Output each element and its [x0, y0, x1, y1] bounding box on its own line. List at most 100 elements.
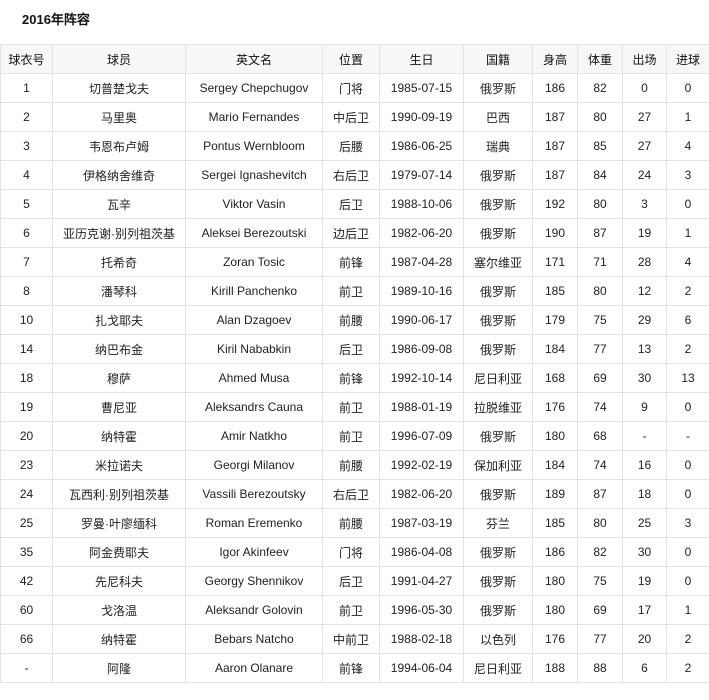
- cell-player: 穆萨: [52, 363, 186, 393]
- table-row: 14 纳巴布金 Kiril Nababkin 后卫 1986-09-08 俄罗斯 184 77…: [0, 334, 709, 364]
- cell-player: 潘琴科: [52, 276, 186, 306]
- cell-height: 184: [532, 450, 578, 480]
- cell-nationality: 俄罗斯: [463, 276, 533, 306]
- cell-nationality: 俄罗斯: [463, 160, 533, 190]
- cell-player: 马里奥: [52, 102, 186, 132]
- cell-goals: 1: [666, 218, 709, 248]
- cell-appearances: 20: [622, 624, 667, 654]
- cell-position: 前锋: [322, 653, 380, 683]
- cell-number: 4: [0, 160, 53, 190]
- cell-appearances: 29: [622, 305, 667, 335]
- cell-position: 后卫: [322, 334, 380, 364]
- cell-weight: 87: [577, 479, 623, 509]
- cell-english-name: Georgi Milanov: [185, 450, 323, 480]
- cell-nationality: 俄罗斯: [463, 189, 533, 219]
- cell-height: 186: [532, 73, 578, 103]
- cell-english-name: Ahmed Musa: [185, 363, 323, 393]
- cell-position: 前卫: [322, 421, 380, 451]
- table-row: 3 韦恩布卢姆 Pontus Wernbloom 后腰 1986-06-25 瑞典 187 8…: [0, 131, 709, 161]
- cell-number: 8: [0, 276, 53, 306]
- cell-appearances: 6: [622, 653, 667, 683]
- cell-appearances: 3: [622, 189, 667, 219]
- cell-weight: 77: [577, 334, 623, 364]
- cell-weight: 82: [577, 537, 623, 567]
- cell-weight: 75: [577, 566, 623, 596]
- cell-english-name: Aleksandr Golovin: [185, 595, 323, 625]
- cell-position: 中后卫: [322, 102, 380, 132]
- cell-nationality: 保加利亚: [463, 450, 533, 480]
- cell-english-name: Roman Eremenko: [185, 508, 323, 538]
- cell-birthday: 1996-07-09: [379, 421, 464, 451]
- table-row: 25 罗曼·叶廖缅科 Roman Eremenko 前腰 1987-03-19 芬兰 185…: [0, 508, 709, 538]
- table-row: 24 瓦西利·别列祖茨基 Vassili Berezoutsky 右后卫 1982-06…: [0, 479, 709, 509]
- header-birthday: 生日: [379, 44, 464, 74]
- cell-nationality: 尼日利亚: [463, 653, 533, 683]
- section-title: 2016年阵容: [22, 12, 90, 27]
- cell-birthday: 1988-10-06: [379, 189, 464, 219]
- table-row: 23 米拉诺夫 Georgi Milanov 前腰 1992-02-19 保加利亚 184 7…: [0, 450, 709, 480]
- cell-position: 后腰: [322, 131, 380, 161]
- cell-appearances: 12: [622, 276, 667, 306]
- cell-goals: 0: [666, 537, 709, 567]
- cell-goals: 0: [666, 189, 709, 219]
- cell-english-name: Sergei Ignashevitch: [185, 160, 323, 190]
- cell-birthday: 1988-02-18: [379, 624, 464, 654]
- cell-number: 14: [0, 334, 53, 364]
- cell-player: 托希奇: [52, 247, 186, 277]
- cell-height: 186: [532, 537, 578, 567]
- cell-position: 边后卫: [322, 218, 380, 248]
- cell-goals: 2: [666, 334, 709, 364]
- cell-birthday: 1989-10-16: [379, 276, 464, 306]
- cell-number: 5: [0, 189, 53, 219]
- cell-goals: 2: [666, 276, 709, 306]
- cell-appearances: 0: [622, 73, 667, 103]
- table-row: 18 穆萨 Ahmed Musa 前锋 1992-10-14 尼日利亚 168 69 30 13: [0, 363, 709, 393]
- table-row: 6 亚历克谢·别列祖茨基 Aleksei Berezoutski 边后卫 1982-06…: [0, 218, 709, 248]
- cell-height: 189: [532, 479, 578, 509]
- cell-nationality: 以色列: [463, 624, 533, 654]
- cell-english-name: Pontus Wernbloom: [185, 131, 323, 161]
- cell-goals: 1: [666, 595, 709, 625]
- cell-weight: 80: [577, 189, 623, 219]
- cell-appearances: 27: [622, 131, 667, 161]
- table-row: 66 纳特霍 Bebars Natcho 中前卫 1988-02-18 以色列 176 77 2…: [0, 624, 709, 654]
- cell-goals: 4: [666, 247, 709, 277]
- cell-player: 亚历克谢·别列祖茨基: [52, 218, 186, 248]
- header-player: 球员: [52, 44, 186, 74]
- cell-number: 42: [0, 566, 53, 596]
- cell-english-name: Georgy Shennikov: [185, 566, 323, 596]
- cell-goals: 3: [666, 160, 709, 190]
- cell-player: 先尼科夫: [52, 566, 186, 596]
- cell-weight: 68: [577, 421, 623, 451]
- cell-height: 187: [532, 160, 578, 190]
- cell-height: 188: [532, 653, 578, 683]
- cell-appearances: 25: [622, 508, 667, 538]
- cell-goals: 4: [666, 131, 709, 161]
- cell-number: 6: [0, 218, 53, 248]
- cell-weight: 69: [577, 363, 623, 393]
- cell-position: 后卫: [322, 189, 380, 219]
- cell-weight: 71: [577, 247, 623, 277]
- table-row: 42 先尼科夫 Georgy Shennikov 后卫 1991-04-27 俄罗斯 180…: [0, 566, 709, 596]
- cell-appearances: 13: [622, 334, 667, 364]
- cell-number: 1: [0, 73, 53, 103]
- cell-nationality: 俄罗斯: [463, 334, 533, 364]
- cell-english-name: Aleksandrs Cauna: [185, 392, 323, 422]
- table-row: 4 伊格纳舍维奇 Sergei Ignashevitch 右后卫 1979-07-14 俄…: [0, 160, 709, 190]
- cell-number: 2: [0, 102, 53, 132]
- cell-player: 韦恩布卢姆: [52, 131, 186, 161]
- cell-nationality: 俄罗斯: [463, 566, 533, 596]
- cell-position: 中前卫: [322, 624, 380, 654]
- cell-english-name: Zoran Tosic: [185, 247, 323, 277]
- cell-position: 后卫: [322, 566, 380, 596]
- cell-nationality: 巴西: [463, 102, 533, 132]
- cell-weight: 80: [577, 508, 623, 538]
- cell-goals: 0: [666, 450, 709, 480]
- table-row: 20 纳特霍 Amir Natkho 前卫 1996-07-09 俄罗斯 180 68- -: [0, 421, 709, 451]
- cell-height: 176: [532, 392, 578, 422]
- cell-goals: -: [666, 421, 709, 451]
- cell-appearances: 19: [622, 218, 667, 248]
- cell-position: 右后卫: [322, 160, 380, 190]
- cell-nationality: 俄罗斯: [463, 421, 533, 451]
- cell-birthday: 1988-01-19: [379, 392, 464, 422]
